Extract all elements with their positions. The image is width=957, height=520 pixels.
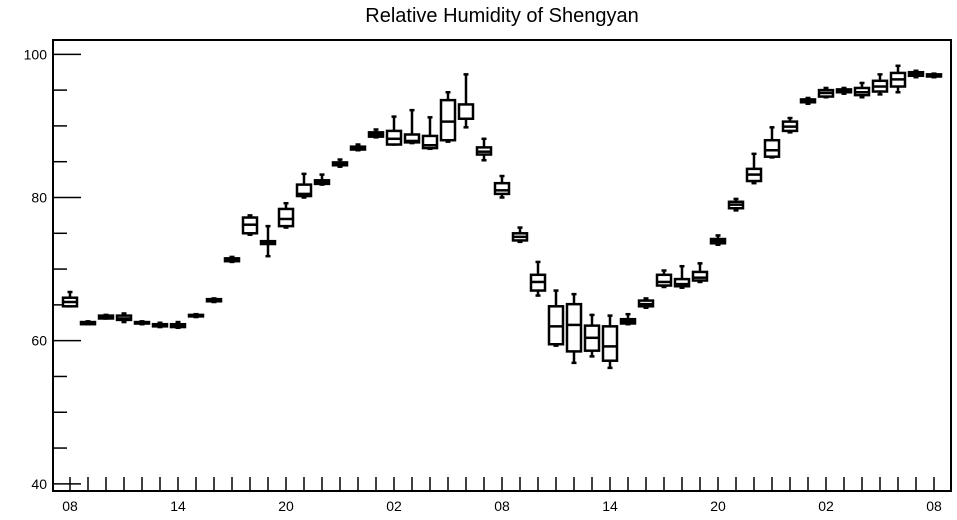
box-item [385,115,403,146]
x-tick-label: 08 [494,498,510,514]
x-axis: 08 14 20 02 08 14 20 02 08 [62,477,942,514]
box-item [349,143,367,152]
box-body [763,138,781,158]
box-item [889,64,907,94]
y-tick-label: 40 [31,476,47,492]
box-item [61,290,79,308]
box-item [187,312,205,319]
box-item [529,260,547,297]
box-body [673,277,691,288]
y-tick-label: 100 [24,46,48,62]
box-item [601,314,619,370]
box-item [367,128,385,139]
box-body [439,98,457,142]
box-item [421,116,439,151]
box-body [295,183,313,198]
box-item [691,262,709,284]
box-item [763,126,781,159]
box-item [583,313,601,358]
box-item [619,312,637,326]
x-tick-label: 08 [926,498,942,514]
x-tick-label: 14 [170,498,186,514]
box-item [511,226,529,244]
box-item [223,255,241,264]
y-axis: 40 60 80 100 [24,46,81,492]
y-tick-label: 80 [31,189,47,205]
box-item [655,269,673,289]
box-item [313,173,331,186]
box-item [835,86,853,95]
box-item [169,320,187,330]
box-series [61,64,943,370]
x-tick-label: 20 [710,498,726,514]
box-item [709,234,727,246]
box-body [457,103,475,120]
box-body [655,273,673,287]
y-tick-label: 60 [31,333,47,349]
box-item [151,321,169,329]
x-tick-label: 20 [278,498,294,514]
box-item [331,158,349,168]
chart-title: Relative Humidity of Shengyan [365,5,638,27]
box-body [601,325,619,362]
x-tick-label: 08 [62,498,78,514]
x-tick-label: 02 [818,498,834,514]
box-item [79,320,97,326]
box-body [691,270,709,282]
box-item [457,73,475,129]
box-item [907,69,925,79]
box-item [493,174,511,199]
box-item [745,152,763,185]
box-item [799,96,817,105]
box-item [403,108,421,145]
box-item [637,297,655,309]
box-item [871,73,889,96]
box-item [295,172,313,199]
box-item [133,320,151,326]
box-item [241,214,259,236]
box-body [493,181,511,196]
box-item [781,116,799,134]
box-body [277,207,295,228]
x-tick-label: 14 [602,498,618,514]
box-item [673,264,691,289]
box-item [277,201,295,229]
box-item [817,86,835,99]
box-item [565,292,583,365]
box-item [853,81,871,99]
box-item [97,313,115,320]
plot-frame [52,39,952,492]
box-body [565,302,583,353]
box-item [205,297,223,304]
box-item [475,137,493,162]
box-item [547,289,565,347]
box-item [925,72,943,79]
box-item [115,312,133,324]
box-body [403,133,421,144]
box-item [439,91,457,143]
box-item [259,224,277,258]
box-item [727,197,745,212]
x-tick-label: 02 [386,498,402,514]
